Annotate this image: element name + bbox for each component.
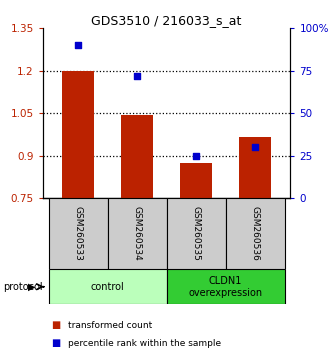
Text: ■: ■ <box>51 338 60 348</box>
Text: ■: ■ <box>51 320 60 330</box>
Text: GSM260533: GSM260533 <box>74 206 83 261</box>
Point <box>76 42 81 48</box>
Text: transformed count: transformed count <box>68 321 152 330</box>
Text: CLDN1
overexpression: CLDN1 overexpression <box>188 276 263 298</box>
Point <box>135 73 140 79</box>
Bar <box>49 198 108 269</box>
Text: GSM260535: GSM260535 <box>192 206 201 261</box>
Bar <box>167 269 284 304</box>
Point <box>193 153 199 159</box>
Bar <box>121 115 153 198</box>
Bar <box>239 137 271 198</box>
Bar <box>180 163 212 198</box>
Bar <box>62 71 94 198</box>
Point <box>252 144 258 150</box>
Text: percentile rank within the sample: percentile rank within the sample <box>68 338 221 348</box>
Text: GSM260536: GSM260536 <box>250 206 259 261</box>
Bar <box>49 269 167 304</box>
Bar <box>108 198 167 269</box>
Bar <box>226 198 284 269</box>
Text: control: control <box>91 282 125 292</box>
Text: GSM260534: GSM260534 <box>133 206 142 261</box>
Title: GDS3510 / 216033_s_at: GDS3510 / 216033_s_at <box>91 14 242 27</box>
Bar <box>167 198 226 269</box>
Text: protocol: protocol <box>3 282 43 292</box>
Text: ▶: ▶ <box>28 282 35 292</box>
